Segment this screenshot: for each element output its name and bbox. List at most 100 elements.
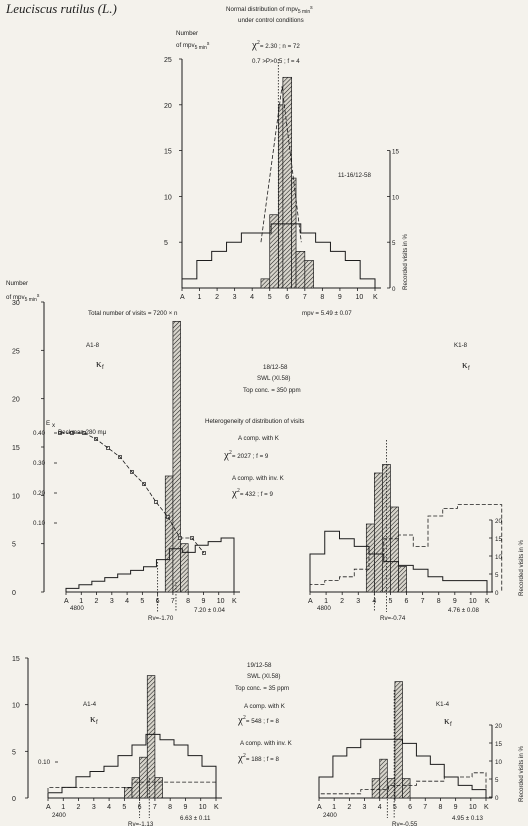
svg-text:mpv = 5.49 ± 0.07: mpv = 5.49 ± 0.07 (302, 310, 352, 317)
k18-mean-text: 4.76 ± 0.08 (448, 607, 479, 614)
middle-date: 18/12-58 (263, 364, 288, 371)
k18-right-tick-label: 20 (495, 518, 502, 525)
svg-text:Number: Number (6, 280, 28, 287)
k14-mean-text: 4.95 ± 0.13 (452, 815, 483, 822)
a18-visits-line (65, 537, 235, 592)
k18-x-tick-label: K (485, 598, 490, 605)
control-x-tick-label: 9 (338, 294, 342, 301)
control-right-tick-label: 15 (392, 149, 399, 156)
k14-bar (394, 681, 403, 799)
a14-x-tick-label: A (46, 804, 51, 811)
k14-right-tick-label: 20 (495, 723, 502, 730)
k14-right-tick-label: 10 (495, 759, 502, 766)
a14-x-tick-label: 8 (168, 804, 172, 811)
a14-bar (124, 787, 133, 799)
a14-x-tick-label: 9 (183, 804, 187, 811)
bottom-annotations: 19/12-58 SWL (XI.58) Top conc. = 35 ppm … (235, 662, 293, 764)
k14-base-count: 2400 (323, 812, 337, 819)
middle-comp-k: A comp. with K (238, 435, 280, 442)
k18-x-tick-label: 3 (356, 598, 360, 605)
svg-text:0.7 >P>0.5 ; f = 4: 0.7 >P>0.5 ; f = 4 (252, 58, 300, 65)
control-right-label: Recorded visits in % (402, 233, 409, 290)
a14-x-tick-label: 2 (77, 804, 81, 811)
a18-x-tick-label: K (232, 598, 237, 605)
control-bar (260, 278, 271, 289)
control-y-tick-label: 20 (164, 103, 172, 110)
a14-bar (146, 675, 156, 799)
a14-rv: Rv=-1.13 (128, 821, 154, 826)
chart-control: A 1 2 3 4 5 6 7 8 9 10 K 25 20 15 10 5 15 10 5 0 Recorded vis… (164, 57, 409, 301)
k18-kappa: κ (462, 359, 468, 371)
k18-x-tick-label: A (308, 598, 313, 605)
control-bar (291, 177, 297, 289)
svg-text:of mpv5 mins: of mpv5 mins (176, 41, 210, 51)
a18-y-tick-label: 10 (12, 493, 20, 500)
middle-conc: Top conc. = 350 ppm (243, 387, 301, 394)
a18-x-tick-label: 2 (95, 598, 99, 605)
a18-kappa: κ (96, 358, 102, 370)
a18-y-tick-label: 5 (12, 542, 16, 549)
k18-x-tick-label: 5 (388, 598, 392, 605)
control-x-tick-label: 3 (233, 294, 237, 301)
a18-ext-label: Beckman 280 mμ (58, 429, 107, 436)
middle-ylabel: Number of mpv5 mins (6, 280, 40, 303)
k14-bar (371, 778, 381, 799)
species-title: Leuciscus rutilus (L.) (5, 1, 117, 16)
k14-x-tick-label: 4 (378, 804, 382, 811)
a18-x-tick-label: 7 (171, 598, 175, 605)
a14-bar (139, 756, 148, 799)
a18-label: A1-8 (86, 342, 100, 349)
control-visits-line (181, 223, 376, 288)
a14-x-tick-label: 4 (107, 804, 111, 811)
control-x-tick-label: 10 (355, 294, 363, 301)
control-x-tick-label: 1 (198, 294, 202, 301)
k14-bar (379, 758, 388, 799)
control-bar (278, 104, 284, 289)
a18-ext-tick-label: 0.40 (33, 430, 46, 437)
k18-x-tick-label: 9 (453, 598, 457, 605)
control-y-tick-label: 25 (164, 57, 172, 64)
middle-chi-k: χ2= 2027 ; f = 9 (223, 449, 269, 461)
a14-y-tick-label: 10 (12, 703, 20, 710)
a18-x-tick-label: 8 (186, 598, 190, 605)
a18-ext-tick-label: 0.30 (33, 460, 46, 467)
middle-comp-inv: A comp. with inv. K (232, 475, 285, 482)
a18-x-tick-label: 9 (201, 598, 205, 605)
control-ylabel: Number of mpv5 mins (176, 30, 210, 51)
k14-x-tick-label: 8 (438, 804, 442, 811)
a18-rv: Rv=-1.70 (148, 615, 174, 622)
a18-x-tick-label: 5 (140, 598, 144, 605)
a14-bar (131, 777, 140, 799)
a18-bar (172, 320, 181, 593)
a14-label: A1-4 (83, 701, 97, 708)
control-right-tick-label: 10 (392, 194, 399, 201)
control-stats: χ2= 2.30 ; n = 72 0.7 >P>0.5 ; f = 4 (251, 39, 300, 65)
a14-kappa-sub: f (96, 719, 98, 726)
bottom-comp-k: A comp. with K (244, 703, 286, 710)
k18-rv: Rv=-0.74 (380, 615, 406, 622)
control-x-tick-label: 8 (320, 294, 324, 301)
control-subtitle: under control conditions (238, 17, 304, 24)
control-date: 11-16/12-58 (338, 172, 371, 179)
k14-label: K1-4 (436, 701, 450, 708)
control-y-tick-label: 10 (164, 194, 172, 201)
a18-ext-symbol-sub: x (52, 422, 56, 429)
k14-x-tick-label: 6 (408, 804, 412, 811)
k18-bar (390, 506, 399, 593)
a18-ext-tick-label: 0.20 (33, 490, 46, 497)
control-y-tick-label: 15 (164, 149, 172, 156)
k18-kappa-sub: f (468, 365, 470, 372)
k18-x-tick-label: 2 (340, 598, 344, 605)
k18-x-tick-label: 8 (437, 598, 441, 605)
svg-text:of mpv5 mins: of mpv5 mins (6, 293, 40, 303)
k14-x-tick-label: 3 (363, 804, 367, 811)
a14-bar (154, 777, 163, 799)
k14-x-tick-label: 7 (423, 804, 427, 811)
a14-base-count: 2400 (52, 812, 66, 819)
a18-kappa-sub: f (102, 364, 104, 371)
chart-a1-8: 302520151050A12345678910K0.400.300.200.1… (12, 300, 240, 622)
a18-ext-symbol: E (46, 420, 50, 427)
svg-text:χ2= 2.30 ; n = 72: χ2= 2.30 ; n = 72 (251, 39, 300, 51)
k18-bar (374, 472, 383, 593)
bottom-conc: Top conc. = 35 ppm (235, 685, 289, 692)
